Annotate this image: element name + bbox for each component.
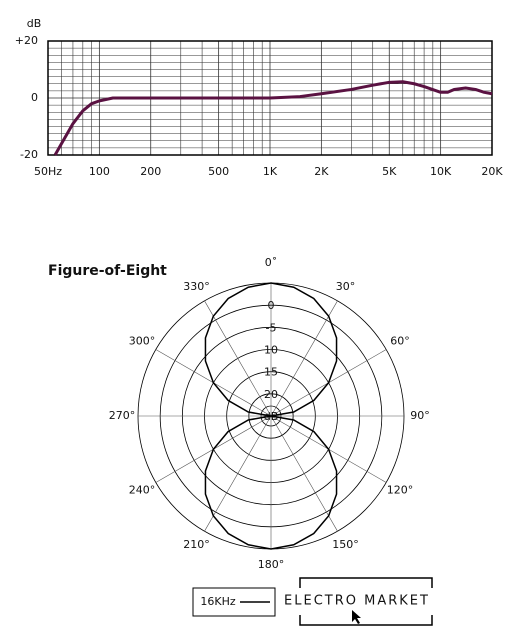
angle-label: 330° (183, 280, 210, 293)
polar-title: Figure-of-Eight (48, 263, 167, 279)
logo-text: ELECTRO MARKET (284, 594, 430, 609)
angle-label: 300° (129, 335, 156, 348)
r-tick-label: 15 (264, 366, 278, 379)
y-axis-label: dB (27, 17, 42, 30)
spoke (204, 300, 272, 417)
plot-frame (47, 40, 493, 156)
legend-label: 16KHz (200, 595, 235, 608)
angle-label: 30° (336, 280, 356, 293)
angle-label: 240° (129, 484, 156, 497)
x-tick-label: 100 (89, 165, 110, 178)
angle-label: 150° (332, 538, 359, 551)
x-tick-label: 50Hz (34, 165, 62, 178)
y-tick-label: -20 (20, 148, 38, 161)
x-tick-label: 10K (430, 165, 452, 178)
legend-box (192, 587, 276, 617)
r-tick-label: -5 (266, 321, 277, 334)
angle-label: 90° (410, 409, 430, 422)
x-tick-label: 200 (140, 165, 161, 178)
spoke (270, 300, 338, 417)
polar-pattern (204, 282, 338, 550)
angle-label: 270° (109, 409, 136, 422)
r-tick-label: 20 (264, 388, 278, 401)
angle-label: 210° (183, 538, 210, 551)
angle-label: 180° (258, 558, 285, 571)
angle-label: 120° (387, 484, 414, 497)
spoke (270, 415, 338, 532)
spoke (204, 415, 272, 532)
angle-label: 60° (390, 335, 410, 348)
x-tick-label: 2K (314, 165, 329, 178)
response-curve (53, 80, 493, 156)
y-tick-label: +20 (15, 34, 38, 47)
cursor-icon (352, 610, 361, 624)
x-tick-label: 20K (481, 165, 503, 178)
y-tick-label: 0 (31, 91, 38, 104)
x-tick-label: 1K (263, 165, 278, 178)
r-tick-label: 0 (268, 299, 275, 312)
x-tick-label: 5K (382, 165, 397, 178)
angle-label: 0˚ (265, 256, 278, 269)
x-tick-label: 500 (208, 165, 229, 178)
r-tick-label: 10 (264, 344, 278, 357)
logo-frame (299, 577, 433, 626)
